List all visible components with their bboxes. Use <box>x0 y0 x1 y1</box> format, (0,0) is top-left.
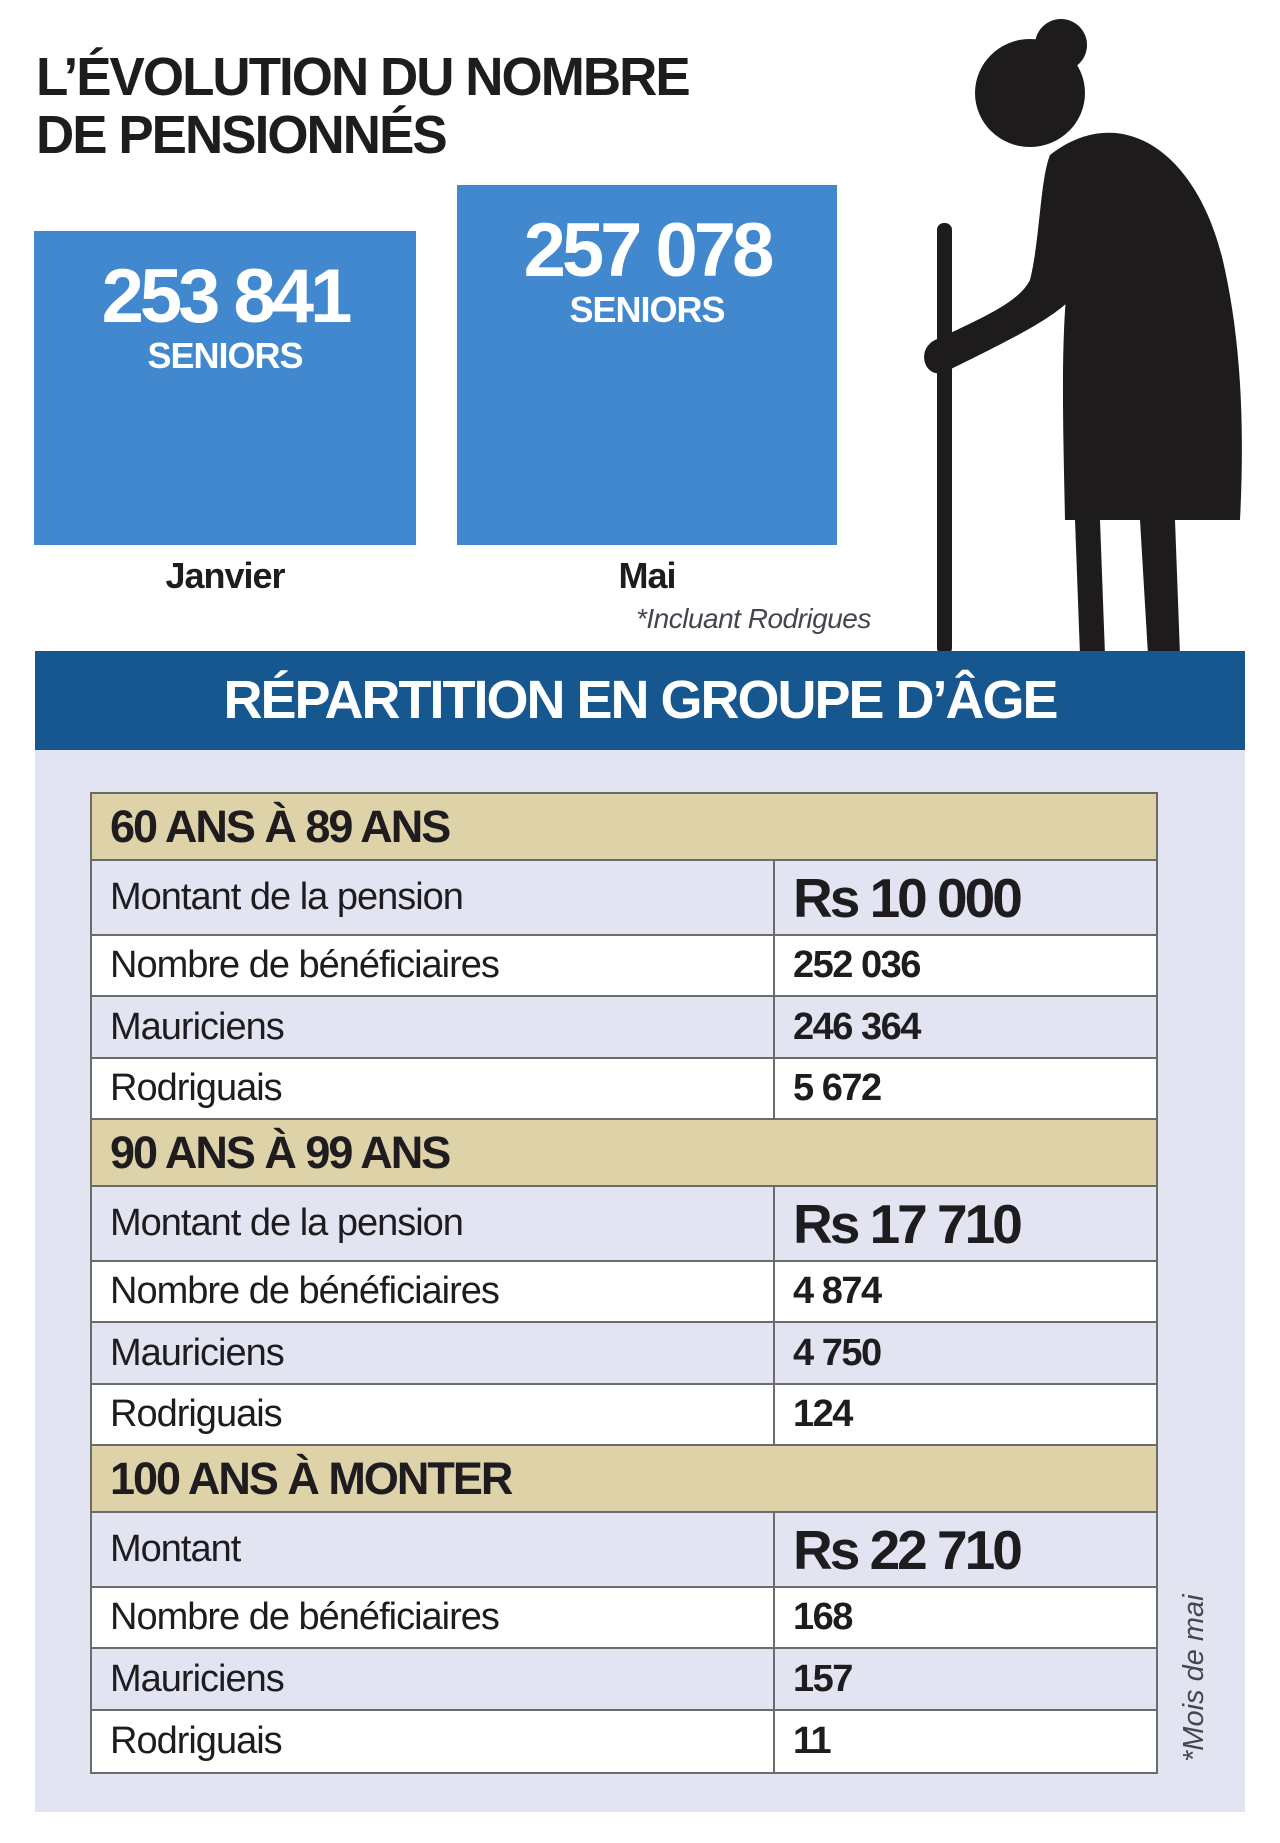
section-title: RÉPARTITION EN GROUPE D’ÂGE <box>35 651 1245 750</box>
group-100-plus: 100 ANS À MONTER Montant Rs 22 710 Nombr… <box>92 1446 1156 1772</box>
group-90-99: 90 ANS À 99 ANS Montant de la pension Rs… <box>92 1120 1156 1446</box>
table-row: Nombre de bénéficiaires 168 <box>92 1588 1156 1649</box>
group-header: 60 ANS À 89 ANS <box>92 794 1156 861</box>
table-row: Montant Rs 22 710 <box>92 1513 1156 1588</box>
row-label: Mauriciens <box>92 997 775 1057</box>
row-label: Rodriguais <box>92 1059 775 1118</box>
table-row: Rodriguais 11 <box>92 1711 1156 1772</box>
bar-mai: 257 078 SENIORS <box>457 185 837 545</box>
row-label: Nombre de bénéficiaires <box>92 1262 775 1321</box>
bar-unit: SENIORS <box>569 289 725 330</box>
footnote: *Incluant Rodrigues <box>636 603 871 634</box>
table-row: Nombre de bénéficiaires 4 874 <box>92 1262 1156 1323</box>
row-value: 4 750 <box>793 1331 882 1374</box>
row-label: Montant de la pension <box>92 861 775 934</box>
title-line-2: DE PENSIONNÉS <box>36 105 448 165</box>
row-value: Rs 10 000 <box>793 866 1023 929</box>
group-header: 90 ANS À 99 ANS <box>92 1120 1156 1187</box>
row-value: Rs 22 710 <box>793 1518 1023 1581</box>
bar-value: 253 841 <box>101 254 353 339</box>
age-group-table: 60 ANS À 89 ANS Montant de la pension Rs… <box>90 792 1158 1774</box>
row-label: Rodriguais <box>92 1385 775 1444</box>
row-value: Rs 17 710 <box>793 1192 1023 1255</box>
row-label: Nombre de bénéficiaires <box>92 936 775 995</box>
table-row: Mauriciens 4 750 <box>92 1323 1156 1385</box>
bar-unit: SENIORS <box>147 335 303 376</box>
elderly-woman-with-cane-icon <box>924 19 1242 655</box>
bar-value: 257 078 <box>523 208 775 293</box>
row-label: Montant de la pension <box>92 1187 775 1260</box>
table-row: Rodriguais 5 672 <box>92 1059 1156 1120</box>
row-value: 157 <box>793 1657 853 1700</box>
bar-janvier: 253 841 SENIORS <box>34 231 416 545</box>
table-row: Montant de la pension Rs 17 710 <box>92 1187 1156 1262</box>
row-value: 11 <box>793 1720 832 1762</box>
row-label: Nombre de bénéficiaires <box>92 1588 775 1647</box>
table-row: Mauriciens 246 364 <box>92 997 1156 1059</box>
group-60-89: 60 ANS À 89 ANS Montant de la pension Rs… <box>92 794 1156 1120</box>
row-label: Mauriciens <box>92 1323 775 1383</box>
table-row: Nombre de bénéficiaires 252 036 <box>92 936 1156 997</box>
row-value: 246 364 <box>793 1005 921 1048</box>
group-header: 100 ANS À MONTER <box>92 1446 1156 1513</box>
title-line-1: L’ÉVOLUTION DU NOMBRE <box>36 47 691 107</box>
side-note: *Mois de mai <box>1178 1594 1210 1762</box>
table-row: Montant de la pension Rs 10 000 <box>92 861 1156 936</box>
row-label: Montant <box>92 1513 775 1586</box>
table-row: Mauriciens 157 <box>92 1649 1156 1711</box>
row-value: 4 874 <box>793 1270 882 1312</box>
page-title: L’ÉVOLUTION DU NOMBRE DE PENSIONNÉS <box>36 47 691 165</box>
row-label: Mauriciens <box>92 1649 775 1709</box>
bar-label-mai: Mai <box>618 555 676 596</box>
row-value: 124 <box>793 1393 853 1435</box>
row-label: Rodriguais <box>92 1711 775 1772</box>
row-value: 252 036 <box>793 944 921 986</box>
table-row: Rodriguais 124 <box>92 1385 1156 1446</box>
row-value: 168 <box>793 1596 853 1638</box>
bar-label-janvier: Janvier <box>165 555 285 596</box>
row-value: 5 672 <box>793 1067 882 1109</box>
